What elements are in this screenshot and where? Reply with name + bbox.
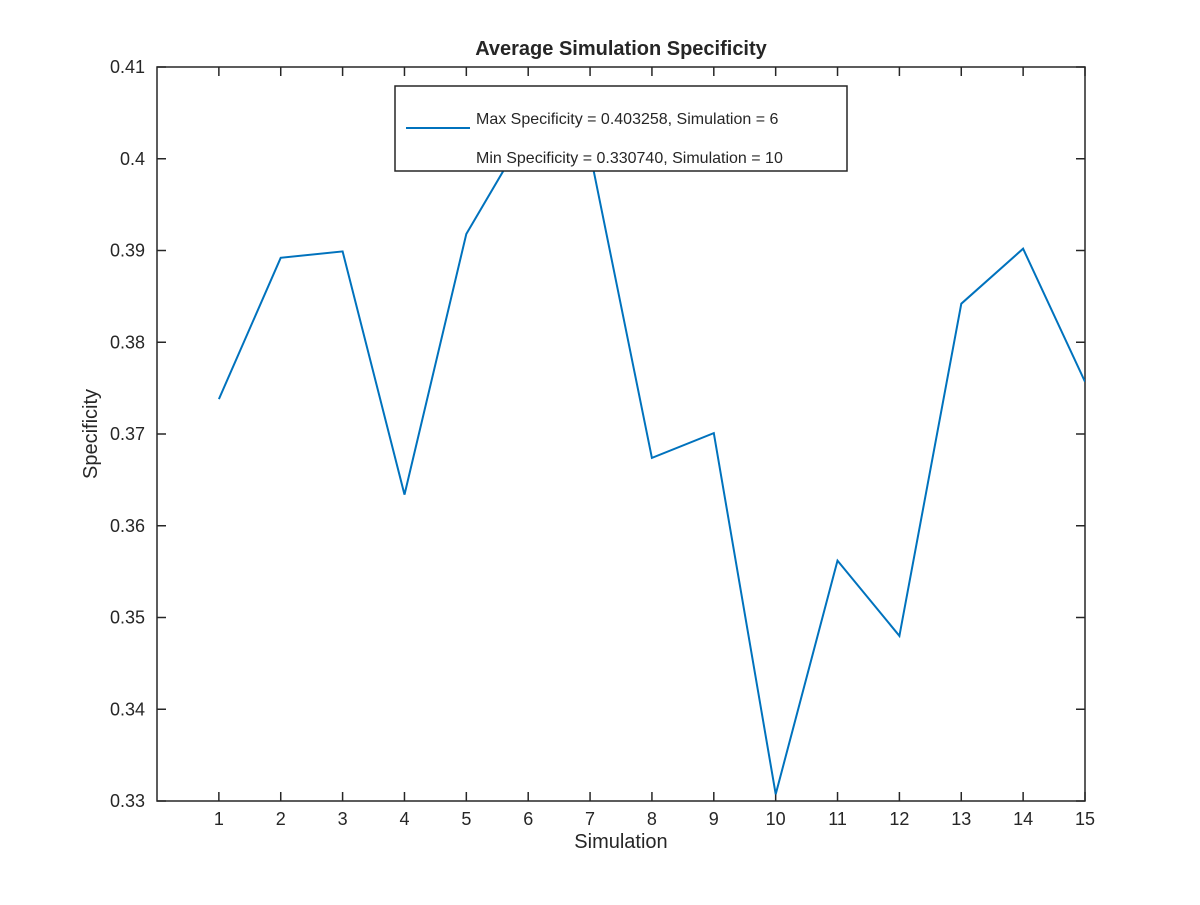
y-tick-label: 0.37 [110,424,145,444]
y-tick-label: 0.4 [120,149,145,169]
y-tick-label: 0.41 [110,57,145,77]
x-tick-label: 14 [1013,809,1033,829]
x-tick-label: 13 [951,809,971,829]
legend-entry-max: Max Specificity = 0.403258, Simulation =… [476,111,778,128]
y-axis-label: Specificity [80,389,102,479]
x-tick-label: 5 [461,809,471,829]
x-tick-label: 3 [338,809,348,829]
legend: Max Specificity = 0.403258, Simulation =… [395,86,847,171]
y-tick-label: 0.36 [110,516,145,536]
x-axis-label: Simulation [574,831,667,853]
plot-area [157,67,1085,801]
y-tick-label: 0.38 [110,332,145,352]
x-tick-label: 7 [585,809,595,829]
x-tick-label: 8 [647,809,657,829]
y-tick-label: 0.35 [110,608,145,628]
x-tick-label: 10 [766,809,786,829]
y-tick-label: 0.34 [110,699,145,719]
y-tick-label: 0.39 [110,241,145,261]
y-tick-label: 0.33 [110,791,145,811]
x-tick-label: 9 [709,809,719,829]
chart-title: Average Simulation Specificity [475,38,767,60]
x-tick-label: 11 [828,809,847,829]
x-tick-label: 2 [276,809,286,829]
x-tick-label: 6 [523,809,533,829]
x-tick-label: 4 [399,809,409,829]
x-tick-label: 15 [1075,809,1095,829]
x-tick-label: 1 [214,809,224,829]
x-tick-label: 12 [889,809,909,829]
legend-entry-min: Min Specificity = 0.330740, Simulation =… [476,150,783,167]
